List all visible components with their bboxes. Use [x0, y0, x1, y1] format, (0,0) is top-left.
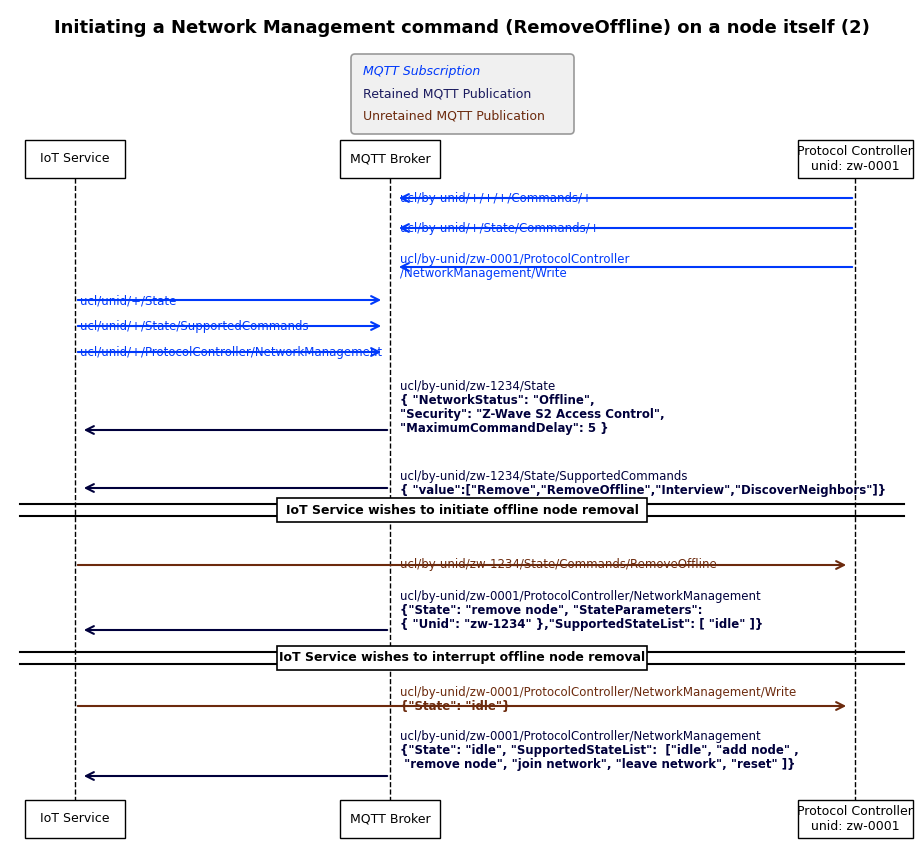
Text: {"State": "idle"}: {"State": "idle"} — [400, 700, 510, 713]
FancyBboxPatch shape — [277, 646, 647, 670]
Text: IoT Service wishes to interrupt offline node removal: IoT Service wishes to interrupt offline … — [279, 652, 645, 664]
Text: ucl/by-unid/zw-0001/ProtocolController/NetworkManagement: ucl/by-unid/zw-0001/ProtocolController/N… — [400, 590, 760, 603]
Text: { "Unid": "zw-1234" },"SupportedStateList": [ "idle" ]}: { "Unid": "zw-1234" },"SupportedStateLis… — [400, 618, 763, 631]
Text: ucl/by-unid/zw-1234/State/SupportedCommands: ucl/by-unid/zw-1234/State/SupportedComma… — [400, 470, 687, 483]
Text: "MaximumCommandDelay": 5 }: "MaximumCommandDelay": 5 } — [400, 422, 609, 435]
FancyBboxPatch shape — [340, 800, 440, 838]
Text: ucl/by-unid/zw-1234/State/Commands/RemoveOffline: ucl/by-unid/zw-1234/State/Commands/Remov… — [400, 558, 717, 571]
Text: IoT Service wishes to initiate offline node removal: IoT Service wishes to initiate offline n… — [286, 503, 638, 517]
FancyBboxPatch shape — [351, 54, 574, 134]
FancyBboxPatch shape — [340, 140, 440, 178]
Text: { "value":["Remove","RemoveOffline","Interview","DiscoverNeighbors"]}: { "value":["Remove","RemoveOffline","Int… — [400, 484, 886, 497]
Text: MQTT Broker: MQTT Broker — [349, 813, 431, 825]
Text: ucl/by-unid/zw-0001/ProtocolController: ucl/by-unid/zw-0001/ProtocolController — [400, 253, 629, 266]
FancyBboxPatch shape — [277, 498, 647, 522]
Text: ucl/by-unid/zw-1234/State: ucl/by-unid/zw-1234/State — [400, 380, 555, 393]
Text: ucl/by-unid/+/State/Commands/+: ucl/by-unid/+/State/Commands/+ — [400, 222, 600, 235]
Text: ucl/unid/+/State: ucl/unid/+/State — [80, 294, 176, 307]
FancyBboxPatch shape — [25, 800, 125, 838]
Text: ucl/by-unid/zw-0001/ProtocolController/NetworkManagement: ucl/by-unid/zw-0001/ProtocolController/N… — [400, 730, 760, 743]
Text: {"State": "idle", "SupportedStateList":  ["idle", "add node" ,: {"State": "idle", "SupportedStateList": … — [400, 744, 798, 757]
Text: Protocol Controller
unid: zw-0001: Protocol Controller unid: zw-0001 — [797, 145, 913, 173]
Text: IoT Service: IoT Service — [41, 813, 110, 825]
Text: MQTT Broker: MQTT Broker — [349, 153, 431, 165]
Text: { "NetworkStatus": "Offline",: { "NetworkStatus": "Offline", — [400, 394, 595, 407]
FancyBboxPatch shape — [798, 140, 913, 178]
Text: IoT Service: IoT Service — [41, 153, 110, 165]
Text: Protocol Controller
unid: zw-0001: Protocol Controller unid: zw-0001 — [797, 805, 913, 833]
Text: Initiating a Network Management command (RemoveOffline) on a node itself (2): Initiating a Network Management command … — [55, 19, 869, 37]
Text: MQTT Subscription: MQTT Subscription — [363, 66, 480, 78]
Text: "remove node", "join network", "leave network", "reset" ]}: "remove node", "join network", "leave ne… — [400, 758, 796, 771]
Text: Unretained MQTT Publication: Unretained MQTT Publication — [363, 110, 545, 122]
FancyBboxPatch shape — [25, 140, 125, 178]
Text: {"State": "remove node", "StateParameters":: {"State": "remove node", "StateParameter… — [400, 604, 702, 617]
Text: /NetworkManagement/Write: /NetworkManagement/Write — [400, 267, 566, 280]
Text: ucl/unid/+/State/SupportedCommands: ucl/unid/+/State/SupportedCommands — [80, 320, 309, 333]
FancyBboxPatch shape — [798, 800, 913, 838]
Text: ucl/by-unid/zw-0001/ProtocolController/NetworkManagement/Write: ucl/by-unid/zw-0001/ProtocolController/N… — [400, 686, 796, 699]
Text: "Security": "Z-Wave S2 Access Control",: "Security": "Z-Wave S2 Access Control", — [400, 408, 664, 421]
Text: ucl/by-unid/+/+/+/Commands/+: ucl/by-unid/+/+/+/Commands/+ — [400, 192, 592, 205]
Text: Retained MQTT Publication: Retained MQTT Publication — [363, 88, 531, 100]
Text: ucl/unid/+/ProtocolController/NetworkManagement: ucl/unid/+/ProtocolController/NetworkMan… — [80, 346, 383, 359]
